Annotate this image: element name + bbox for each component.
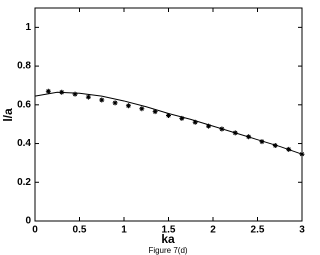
x-tick-label: 1.5 [162, 225, 176, 236]
x-tick-label: 2.5 [251, 225, 265, 236]
marker [206, 123, 212, 129]
x-tick-label: 0 [32, 225, 38, 236]
marker [192, 119, 198, 125]
marker [139, 106, 145, 112]
marker [59, 89, 65, 95]
y-tick-label: 0.4 [17, 138, 31, 149]
marker [85, 94, 91, 100]
y-tick-label: 0 [25, 216, 31, 227]
y-tick-label: 0.8 [17, 61, 31, 72]
y-tick-label: 0.2 [17, 177, 31, 188]
marker [179, 115, 185, 121]
marker [259, 139, 265, 145]
x-tick-label: 3 [299, 225, 305, 236]
marker [72, 91, 78, 97]
marker [246, 134, 252, 140]
marker [299, 151, 305, 157]
marker [112, 100, 118, 106]
x-tick-label: 2 [210, 225, 216, 236]
marker [125, 103, 131, 109]
x-tick-label: 0.5 [73, 225, 87, 236]
caption: Figure 7(d) [148, 246, 187, 255]
y-tick-label: 1 [25, 22, 31, 33]
marker [166, 112, 171, 118]
marker [272, 142, 278, 148]
marker [232, 130, 238, 136]
chart: ka Figure 7(d) l/a 0 0.5 1 1.5 2 2.5 3 0 0.2 0.4 0… [1, 7, 305, 255]
y-axis-label: l/a [1, 108, 15, 122]
marker [152, 109, 158, 115]
x-axis-label: ka [161, 232, 175, 246]
line [34, 91, 303, 155]
marker [286, 146, 292, 152]
marker [219, 126, 225, 132]
x-tick-label: 1 [121, 225, 127, 236]
marker [45, 88, 51, 94]
y-tick-label: 0.6 [17, 99, 31, 110]
marker [99, 97, 105, 103]
